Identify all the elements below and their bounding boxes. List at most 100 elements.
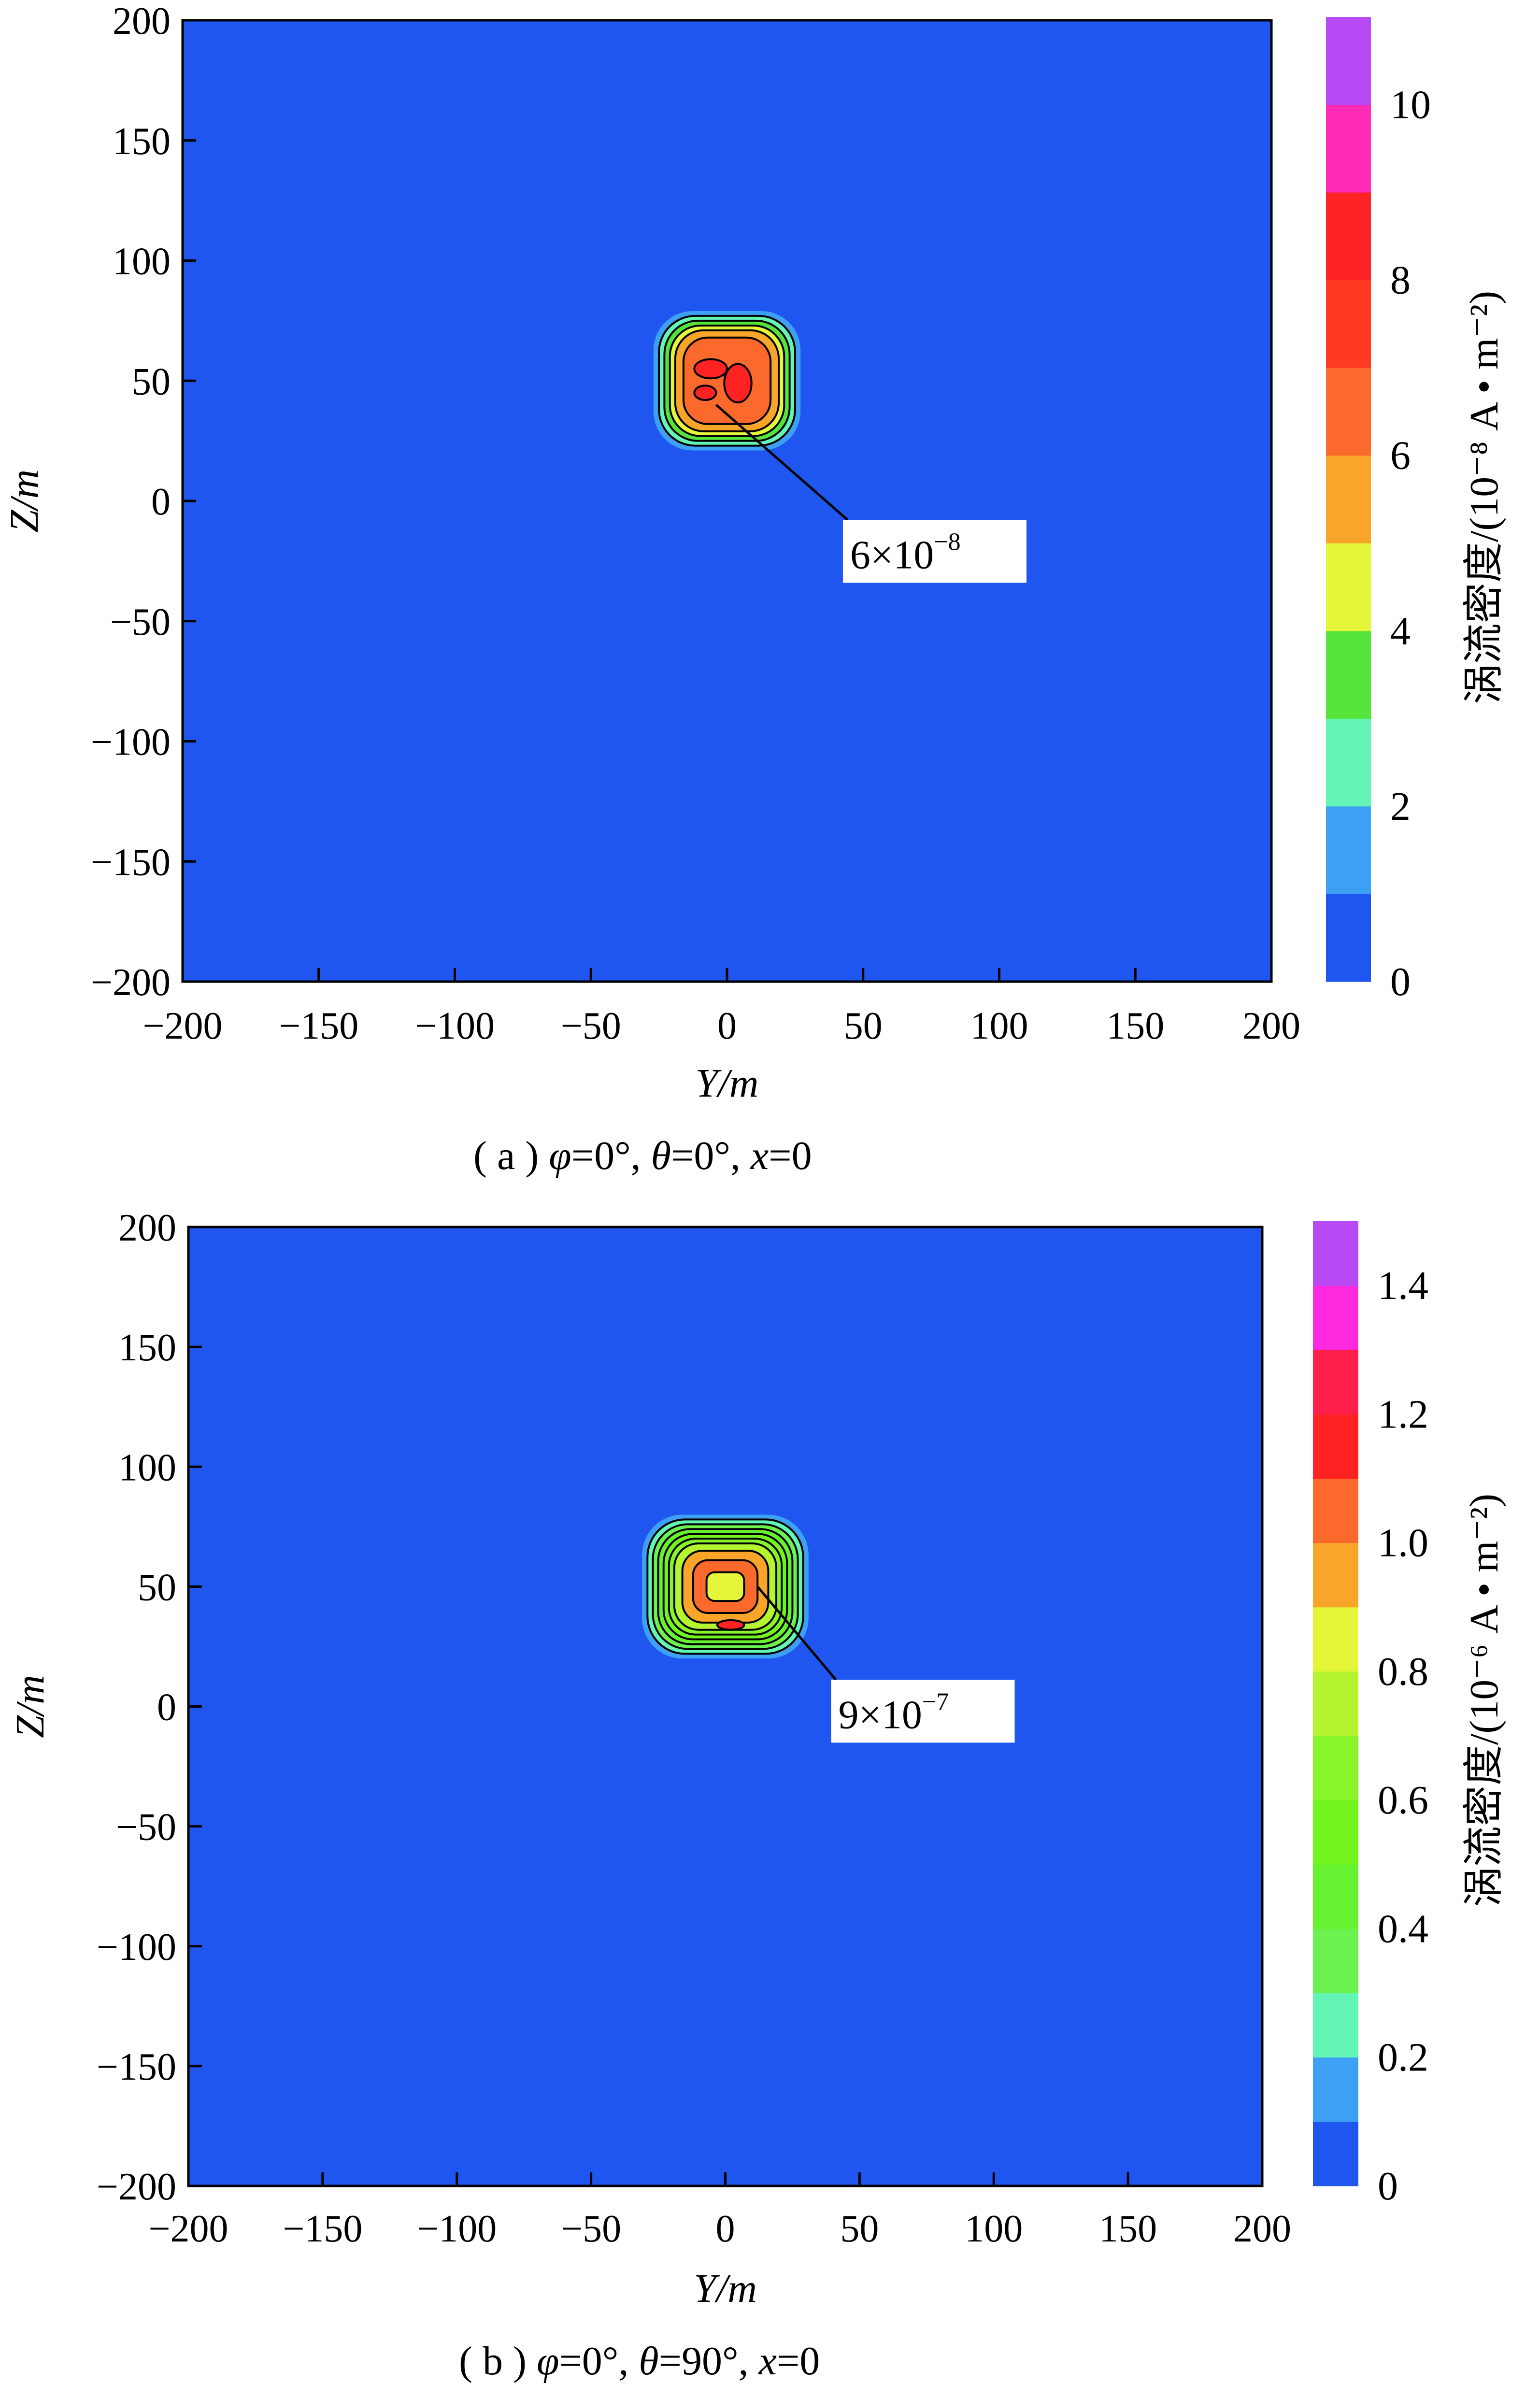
x-tick-label: 200 (1233, 2208, 1291, 2250)
colorbar-band (1326, 192, 1371, 281)
y-tick-label: −150 (97, 2046, 176, 2088)
annotation-leader (715, 404, 849, 521)
y-tick-label: 150 (113, 120, 171, 163)
colorbar-band (1326, 17, 1371, 105)
figure-caption: ( b ) φ=0°, θ=90°, x=0 (459, 2339, 820, 2384)
x-axis-title: Y/m (694, 2266, 757, 2311)
colorbar-tick-label: 0.2 (1378, 2035, 1428, 2080)
annotation-label-exponent: −7 (922, 1688, 949, 1715)
colorbar-tick-label: 6 (1390, 433, 1411, 478)
colorbar-band (1326, 630, 1371, 719)
colorbar-band (1313, 2057, 1358, 2122)
x-tick-label: 150 (1106, 1005, 1164, 1047)
colorbar-tick-label: 0 (1390, 959, 1411, 1004)
caption-part: =0°, (559, 2339, 639, 2384)
annotation-box (842, 520, 1027, 583)
colorbar-band (1326, 894, 1371, 982)
colorbar-band (1313, 1928, 1358, 1994)
contour-hotspot (642, 1514, 809, 1659)
y-tick-label: 50 (138, 1566, 176, 1609)
colorbar-band (1313, 2121, 1358, 2186)
y-tick-label: −150 (91, 841, 171, 884)
colorbar-tick-label: 1.0 (1378, 1521, 1428, 1566)
caption-part: =0 (769, 1133, 812, 1178)
colorbar-tick-label: 1.2 (1378, 1392, 1428, 1437)
x-tick-label: −150 (283, 2208, 362, 2250)
x-tick-label: 0 (717, 1005, 737, 1047)
y-tick-label: 150 (118, 1327, 176, 1369)
colorbar-band (1313, 1864, 1358, 1929)
colorbar-band (1313, 1478, 1358, 1543)
colorbar-tick-label: 4 (1390, 609, 1411, 654)
annotation-label-exponent: −8 (934, 528, 960, 556)
y-tick-label: −200 (91, 961, 171, 1004)
y-tick-label: 200 (118, 1207, 176, 1249)
x-tick-label: −150 (279, 1005, 358, 1047)
y-tick-label: 0 (151, 481, 171, 523)
x-tick-label: −100 (417, 2208, 497, 2250)
x-tick-label: 0 (716, 2208, 735, 2250)
colorbar-title: 涡流密度/(10⁻⁶ A • m⁻²) (1462, 1494, 1507, 1907)
x-tick-label: 100 (965, 2208, 1023, 2250)
x-tick-label: 150 (1099, 2208, 1157, 2250)
colorbar-band (1326, 543, 1371, 631)
annotation-box (831, 1680, 1015, 1743)
colorbar-title-group: 涡流密度/(10⁻⁶ A • m⁻²) (1462, 1494, 1507, 1907)
plot-background (188, 1227, 1262, 2186)
colorbar-tick-label: 0.8 (1378, 1649, 1428, 1694)
colorbar-band (1313, 1607, 1358, 1672)
caption-part: θ (651, 1133, 671, 1178)
caption-part: φ (549, 1133, 571, 1178)
colorbar-band (1326, 718, 1371, 807)
contour-hotspot (653, 311, 801, 451)
annotation-leader (756, 1585, 837, 1681)
x-tick-label: 100 (970, 1005, 1028, 1047)
colorbar-band (1326, 806, 1371, 894)
y-tick-label: −100 (97, 1926, 176, 1969)
colorbar-tick-label: 8 (1390, 258, 1411, 303)
colorbar: 0 2 4 6 8 10 涡流密度/(10⁻⁸ A • m⁻²) (1326, 17, 1507, 1004)
annotation-label: 6×10−8 (850, 528, 961, 577)
annotation-label-base: 9×10 (838, 1692, 922, 1737)
colorbar-band (1326, 455, 1371, 543)
y-tick-label: −200 (97, 2166, 176, 2208)
y-tick-label: −50 (116, 1806, 176, 1849)
contour-peak (693, 358, 728, 380)
y-tick-label: −100 (91, 721, 171, 764)
caption-part: θ (639, 2339, 658, 2384)
x-tick-label: 50 (844, 1005, 883, 1047)
y-tick-label: 0 (157, 1686, 176, 1729)
x-tick-label: −50 (561, 1005, 621, 1047)
colorbar-tick-label: 0 (1378, 2164, 1398, 2209)
colorbar-band (1313, 1285, 1358, 1350)
x-tick-label: −50 (561, 2208, 621, 2250)
y-axis-title-group: Z/m (2, 470, 47, 533)
caption-part: x (750, 1133, 769, 1178)
colorbar-band (1326, 104, 1371, 193)
colorbar-band (1313, 1414, 1358, 1479)
x-tick-label: 50 (840, 2208, 879, 2250)
colorbar: 0 0.2 0.4 0.6 0.8 1.0 1.2 1.4 涡流密度/(10⁻⁶ A • m⁻²… (1313, 1221, 1507, 2209)
colorbar-band (1313, 1671, 1358, 1736)
colorbar-band (1313, 1221, 1358, 1286)
y-tick-label: 50 (132, 360, 171, 403)
colorbar-band (1313, 1800, 1358, 1865)
chart-panel-a: −200 −150 −100 −50 0 50 100 150 200−200−150−100−… (2, 0, 1507, 1178)
caption-part: ( b ) (459, 2339, 537, 2384)
colorbar-title-group: 涡流密度/(10⁻⁸ A • m⁻²) (1462, 291, 1507, 704)
colorbar-band (1313, 1736, 1358, 1800)
caption-part: φ (537, 2339, 559, 2384)
y-tick-label: 100 (118, 1446, 176, 1489)
chart-panel-b: −200 −150 −100 −50 0 50 100 150 200 −200 −150 −100 −… (8, 1207, 1507, 2384)
caption-part: =0°, (571, 1133, 651, 1178)
contour-level (705, 1571, 745, 1602)
annotation-label: 9×10−7 (838, 1688, 949, 1737)
caption-part: ( a ) (473, 1133, 549, 1178)
colorbar-tick-label: 1.4 (1378, 1263, 1428, 1308)
contour-peak (723, 363, 753, 404)
y-tick-label: 100 (113, 241, 171, 283)
caption-part: =0 (777, 2339, 820, 2384)
figure-caption: ( a ) φ=0°, θ=0°, x=0 (473, 1133, 812, 1178)
y-axis-title-group: Z/m (8, 1675, 53, 1738)
